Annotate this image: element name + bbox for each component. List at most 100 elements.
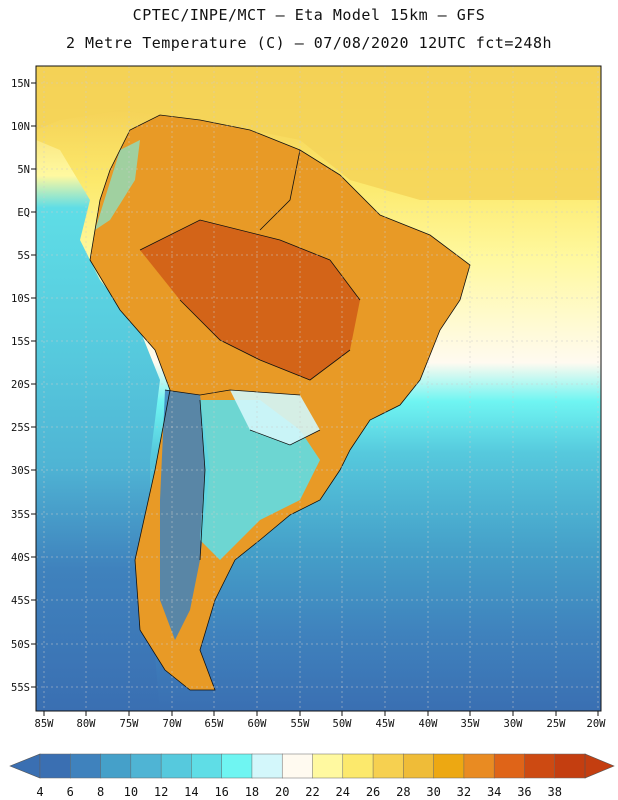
colorbar-box-9: [312, 753, 344, 779]
lat-axis: 15N 10N 5N EQ 5S 10S 15S 20S 25S 30S 35S…: [11, 78, 36, 694]
lat-tick-50S: 50S: [11, 639, 36, 651]
lon-tick-60W: 60W: [248, 711, 268, 730]
pacific-ocean-field: [36, 66, 160, 711]
country-borders: [89, 114, 471, 691]
lon-label-40W: 40W: [419, 718, 439, 730]
lon-label-50W: 50W: [333, 718, 353, 730]
lon-tick-35W: 35W: [461, 711, 480, 730]
colorbar-low-arrow: [9, 753, 41, 779]
lon-label-55W: 55W: [291, 718, 311, 730]
lat-tick-20S: 20S: [11, 379, 36, 391]
colorbar-label-12: 12: [154, 785, 168, 799]
lon-label-60W: 60W: [248, 718, 268, 730]
pampas-mild: [230, 390, 320, 445]
colorbar-label-20: 20: [275, 785, 289, 799]
map-field: [36, 66, 601, 711]
colorbar-box-7: [251, 753, 283, 779]
lat-label-15N: 15N: [11, 78, 30, 90]
chart-title-line-1: CPTEC/INPE/MCT – Eta Model 15km – GFS: [132, 6, 486, 24]
colorbar-box-10: [342, 753, 374, 779]
colorbar-high-arrow: [584, 753, 615, 779]
lat-tick-10N: 10N: [11, 121, 36, 133]
andes-south-cold: [160, 390, 210, 640]
lon-label-80W: 80W: [77, 718, 97, 730]
colorbar-label-16: 16: [214, 785, 228, 799]
lon-tick-70W: 70W: [163, 711, 183, 730]
lat-tick-25S: 25S: [11, 422, 36, 434]
lat-tick-35S: 35S: [11, 509, 36, 521]
lon-tick-55W: 55W: [291, 711, 311, 730]
lat-tick-30S: 30S: [11, 465, 36, 477]
hot-interior-region: [140, 220, 360, 380]
lat-label-45S: 45S: [11, 595, 30, 607]
colorbar-box-13: [433, 753, 465, 779]
colorbar-box-17: [554, 753, 586, 779]
lon-label-30W: 30W: [504, 718, 524, 730]
lon-tick-85W: 85W: [35, 711, 55, 730]
colorbar-label-18: 18: [245, 785, 259, 799]
lat-label-5N: 5N: [17, 164, 30, 176]
colorbar-box-16: [524, 753, 556, 779]
caribbean-field: [36, 66, 601, 200]
lat-tick-15S: 15S: [11, 336, 36, 348]
lon-label-65W: 65W: [205, 718, 225, 730]
colorbar-label-28: 28: [396, 785, 410, 799]
map-frame: [35, 65, 602, 712]
colorbar-box-11: [372, 753, 404, 779]
lat-label-40S: 40S: [11, 552, 30, 564]
lon-tick-50W: 50W: [333, 711, 353, 730]
lon-label-70W: 70W: [163, 718, 183, 730]
lat-label-35S: 35S: [11, 509, 30, 521]
colorbar-label-36: 36: [517, 785, 531, 799]
lat-label-25S: 25S: [11, 422, 30, 434]
colorbar-label-24: 24: [336, 785, 350, 799]
colorbar-box-8: [281, 753, 314, 779]
lon-tick-75W: 75W: [120, 711, 140, 730]
lon-label-75W: 75W: [120, 718, 140, 730]
lon-tick-30W: 30W: [504, 711, 524, 730]
colorbar-box-5: [191, 753, 223, 779]
colorbar-label-10: 10: [124, 785, 138, 799]
colorbar-label-22: 22: [305, 785, 319, 799]
lat-tick-EQ: EQ: [17, 207, 36, 219]
lat-label-30S: 30S: [11, 465, 30, 477]
colorbar-box-2: [100, 753, 132, 779]
chart-title-line-2: 2 Metre Temperature (C) – 07/08/2020 12U…: [65, 34, 553, 52]
colorbar-box-6: [221, 753, 253, 779]
colorbar-label-30: 30: [426, 785, 440, 799]
lon-label-20W: 20W: [587, 718, 607, 730]
lon-axis: 85W 80W 75W 70W 65W 60W 55W 50W 45W 40W …: [35, 711, 607, 730]
lat-label-10N: 10N: [11, 121, 30, 133]
colorbar: 4 6 8 10 12 14 16 18 20 22 24 26 28 30 32 34 36 38: [9, 753, 615, 799]
lat-tick-40S: 40S: [11, 552, 36, 564]
lon-tick-45W: 45W: [376, 711, 396, 730]
lat-label-20S: 20S: [11, 379, 30, 391]
colorbar-box-12: [403, 753, 435, 779]
colorbar-label-14: 14: [184, 785, 198, 799]
lon-label-85W: 85W: [35, 718, 55, 730]
lon-tick-20W: 20W: [587, 711, 607, 730]
colorbar-label-6: 6: [67, 785, 74, 799]
colorbar-box-1: [70, 753, 102, 779]
lat-label-50S: 50S: [11, 639, 30, 651]
lat-tick-45S: 45S: [11, 595, 36, 607]
lon-tick-65W: 65W: [205, 711, 225, 730]
colorbar-box-14: [463, 753, 495, 779]
colorbar-boxes: [39, 753, 586, 779]
colorbar-box-3: [130, 753, 162, 779]
colorbar-labels: 4 6 8 10 12 14 16 18 20 22 24 26 28 30 32 34 36 38: [36, 785, 562, 799]
lon-tick-25W: 25W: [547, 711, 566, 730]
colorbar-label-26: 26: [366, 785, 380, 799]
colorbar-label-34: 34: [487, 785, 501, 799]
lat-label-EQ: EQ: [17, 207, 30, 219]
lat-label-5S: 5S: [17, 250, 30, 262]
colorbar-box-15: [493, 753, 526, 779]
colorbar-label-4: 4: [36, 785, 43, 799]
colorbar-label-32: 32: [457, 785, 471, 799]
lat-label-15S: 15S: [11, 336, 30, 348]
lon-label-45W: 45W: [376, 718, 396, 730]
graticule: [36, 66, 601, 711]
lat-label-10S: 10S: [11, 293, 30, 305]
lat-tick-55S: 55S: [11, 682, 36, 694]
colorbar-label-8: 8: [97, 785, 104, 799]
